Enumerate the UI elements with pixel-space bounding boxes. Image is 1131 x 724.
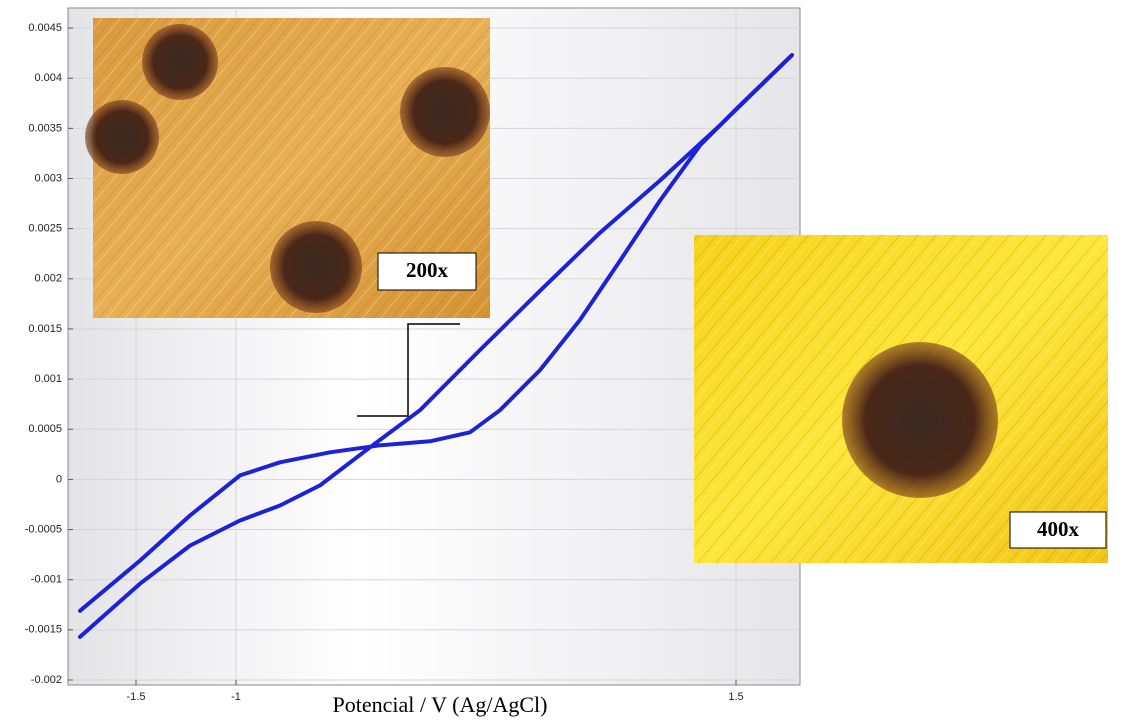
y-tick-label: 0.002	[34, 273, 62, 285]
pit	[842, 342, 998, 498]
pit	[270, 221, 362, 313]
x-tick-label: 1.5	[728, 691, 743, 703]
callout-bracket	[357, 323, 460, 417]
y-tick-label: 0.0035	[28, 122, 62, 134]
label-box	[1009, 511, 1107, 549]
x-axis-label: Potencial / V (Ag/AgCl)	[333, 692, 548, 717]
y-tick-label: 0.0015	[28, 323, 62, 335]
data-line	[78, 53, 794, 613]
magnification-label: 400x	[1037, 517, 1080, 541]
pit	[400, 67, 490, 157]
x-tick-label: -1	[231, 691, 241, 703]
y-tick-label: 0.0045	[28, 22, 62, 34]
y-tick-label: 0.001	[34, 373, 62, 385]
y-tick-label: 0.0025	[28, 223, 62, 235]
y-tick-label: -0.002	[31, 674, 62, 686]
y-tick-label: -0.0005	[25, 523, 62, 535]
y-tick-label: 0.0005	[28, 423, 62, 435]
grid: -0.002 -0.0015 -0.001 -0.0005 0 0.0005 0.001 0.…	[25, 8, 800, 703]
y-tick-label: 0.004	[34, 72, 62, 84]
pit	[85, 100, 159, 174]
label-box	[377, 252, 477, 291]
pit	[142, 24, 218, 100]
y-tick-label: 0.003	[34, 172, 62, 184]
inset-400x: 400x	[694, 235, 1108, 563]
curves	[78, 53, 794, 639]
y-tick-label: -0.0015	[25, 624, 62, 636]
x-tick-label: -1.5	[127, 691, 146, 703]
inset-200x: 200x	[85, 18, 490, 318]
magnification-label: 200x	[406, 258, 449, 282]
y-tick-label: -0.001	[31, 574, 62, 586]
data-line	[78, 53, 794, 639]
y-tick-label: 0	[56, 473, 62, 485]
